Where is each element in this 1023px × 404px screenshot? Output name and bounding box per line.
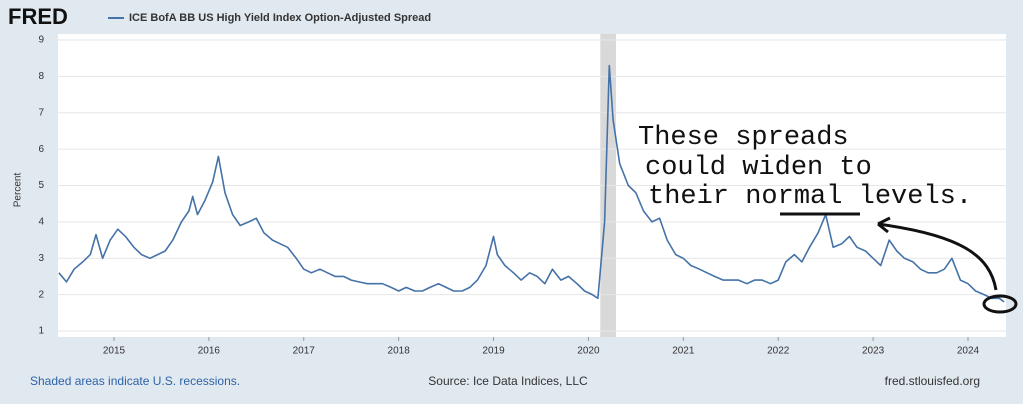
data-line — [58, 64, 1005, 303]
handwritten-annotation: These spreads could widen to their norma… — [638, 123, 1018, 314]
recession-note: Shaded areas indicate U.S. recessions. — [30, 374, 240, 388]
circle — [982, 294, 1018, 314]
annotation-line: their normal levels. — [648, 182, 972, 212]
annotation-line: These spreads — [638, 123, 849, 153]
arrow — [877, 216, 998, 291]
x-tick-label: 2020 — [577, 346, 600, 357]
y-tick-label: 8 — [38, 71, 44, 82]
annotation-line: could widen to — [645, 153, 872, 183]
y-tick-label: 7 — [38, 107, 44, 118]
y-axis-label: Percent — [13, 173, 24, 208]
x-tick-label: 2018 — [388, 346, 411, 357]
y-tick-label: 9 — [38, 35, 44, 46]
site: fred.stlouisfed.org — [885, 374, 980, 388]
x-tick-label: 2024 — [957, 346, 980, 357]
y-tick-label: 5 — [38, 180, 44, 191]
legend-label: ICE BofA BB US High Yield Index Option-A… — [129, 12, 431, 24]
y-tick-label: 6 — [38, 144, 44, 155]
source: Source: Ice Data Indices, LLC — [428, 374, 588, 388]
x-tick-label: 2017 — [293, 346, 316, 357]
x-tick-label: 2015 — [103, 346, 126, 357]
y-tick-label: 2 — [38, 289, 44, 300]
x-tick-label: 2021 — [672, 346, 695, 357]
y-tick-label: 1 — [38, 326, 44, 337]
x-tick-label: 2023 — [862, 346, 885, 357]
x-tick-label: 2019 — [482, 346, 505, 357]
y-tick-label: 4 — [38, 217, 44, 228]
y-tick-label: 3 — [38, 253, 44, 264]
x-tick-label: 2016 — [198, 346, 221, 357]
logo: FRED — [8, 4, 68, 29]
x-tick-label: 2022 — [767, 346, 790, 357]
